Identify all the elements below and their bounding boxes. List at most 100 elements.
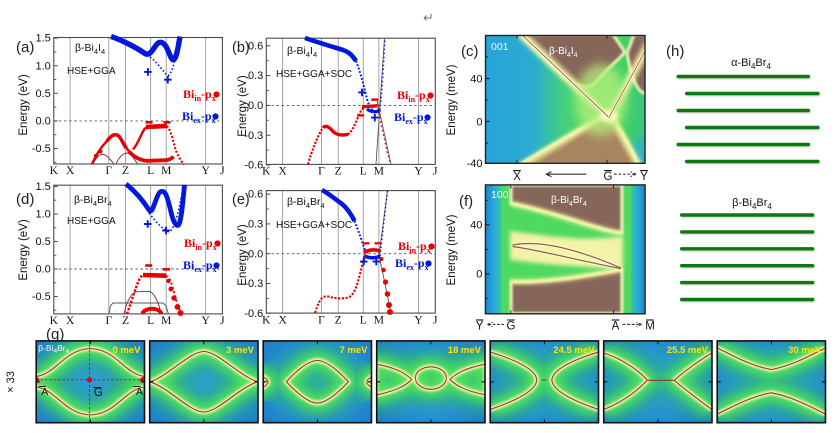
svg-text:30 meV: 30 meV xyxy=(788,345,822,356)
svg-text:L: L xyxy=(360,314,367,326)
svg-text:0.5: 0.5 xyxy=(36,88,51,100)
svg-text:HSE+GGA: HSE+GGA xyxy=(67,216,116,227)
svg-text:Energy (meV): Energy (meV) xyxy=(446,214,458,285)
svg-text:β-Bi4Br4: β-Bi4Br4 xyxy=(732,197,772,211)
svg-text:Y: Y xyxy=(201,315,210,327)
svg-text:Biex-px: Biex-px xyxy=(395,256,429,272)
svg-text:β-Bi4Br4: β-Bi4Br4 xyxy=(38,343,69,355)
svg-text:Y: Y xyxy=(414,314,423,326)
svg-text:0 meV: 0 meV xyxy=(113,345,142,356)
svg-text:M: M xyxy=(161,165,171,177)
svg-text:J: J xyxy=(433,314,438,326)
svg-text:0.0: 0.0 xyxy=(36,264,51,276)
svg-text:α-Bi4Br4: α-Bi4Br4 xyxy=(731,57,771,71)
svg-text:Γ: Γ xyxy=(318,166,325,178)
svg-text:K: K xyxy=(262,314,271,326)
svg-text:Γ: Γ xyxy=(105,315,112,327)
svg-text:(h): (h) xyxy=(666,43,684,60)
svg-text:(e): (e) xyxy=(232,192,250,208)
svg-text:Biin-px: Biin-px xyxy=(397,88,430,104)
svg-text:-0.6: -0.6 xyxy=(244,308,263,320)
svg-text:HSE+GGA+SOC: HSE+GGA+SOC xyxy=(276,220,352,231)
svg-text:Energy (meV): Energy (meV) xyxy=(446,64,458,135)
svg-text:Y: Y xyxy=(201,165,210,177)
svg-text:X: X xyxy=(66,165,75,177)
svg-text:24.5 meV: 24.5 meV xyxy=(553,345,595,356)
svg-text:Biin-px: Biin-px xyxy=(183,87,216,103)
svg-text:G: G xyxy=(604,171,613,183)
svg-text:Energy (eV): Energy (eV) xyxy=(237,224,249,286)
svg-text:HSE+GGA+SOC: HSE+GGA+SOC xyxy=(276,69,352,80)
svg-text:Biin-px: Biin-px xyxy=(398,239,431,255)
svg-text:A: A xyxy=(41,386,48,398)
svg-text:0.0: 0.0 xyxy=(248,248,263,260)
svg-text:0.6: 0.6 xyxy=(248,40,263,52)
svg-text:0.0: 0.0 xyxy=(36,116,51,128)
svg-text:1.0: 1.0 xyxy=(36,209,51,221)
svg-text:(a): (a) xyxy=(16,39,34,56)
svg-text:J: J xyxy=(220,315,225,327)
svg-text:X: X xyxy=(278,314,287,326)
svg-text:β-Bi4Br4: β-Bi4Br4 xyxy=(287,196,325,210)
svg-text:β-Bi4I4: β-Bi4I4 xyxy=(75,42,105,56)
svg-text:G: G xyxy=(94,387,103,399)
svg-text:Z: Z xyxy=(122,165,129,177)
svg-text:0.3: 0.3 xyxy=(248,70,263,82)
svg-text:-0.6: -0.6 xyxy=(244,160,263,172)
svg-text:001: 001 xyxy=(491,41,509,53)
svg-text:Γ: Γ xyxy=(318,314,325,326)
svg-text:100: 100 xyxy=(491,189,509,201)
svg-text:X: X xyxy=(278,166,287,178)
svg-text:3 meV: 3 meV xyxy=(226,345,255,356)
svg-text:Z: Z xyxy=(335,166,342,178)
svg-text:-40: -40 xyxy=(467,158,483,170)
svg-text:A: A xyxy=(136,386,143,398)
svg-text:Biin-px: Biin-px xyxy=(184,236,217,252)
svg-text:0.0: 0.0 xyxy=(248,100,263,112)
svg-text:HSE+GGA: HSE+GGA xyxy=(67,66,116,77)
svg-text:(c): (c) xyxy=(461,43,479,60)
svg-text:M: M xyxy=(161,315,171,327)
svg-text:1.5: 1.5 xyxy=(36,33,51,45)
svg-text:K: K xyxy=(50,315,59,327)
svg-text:J: J xyxy=(433,166,438,178)
svg-text:0.5: 0.5 xyxy=(36,236,51,248)
svg-text:M: M xyxy=(374,166,384,178)
svg-text:0: 0 xyxy=(476,269,482,281)
svg-text:Z: Z xyxy=(122,315,129,327)
svg-text:K: K xyxy=(262,166,271,178)
svg-text:1.5: 1.5 xyxy=(36,181,51,193)
svg-text:J: J xyxy=(220,165,225,177)
svg-text:40: 40 xyxy=(470,73,482,85)
svg-text:β-Bi4Br4: β-Bi4Br4 xyxy=(551,195,587,208)
svg-text:G: G xyxy=(507,320,516,332)
svg-text:X: X xyxy=(513,171,521,183)
svg-text:L: L xyxy=(147,165,154,177)
svg-text:40: 40 xyxy=(470,220,482,232)
svg-text:Biex-px: Biex-px xyxy=(183,258,217,274)
svg-text:1.0: 1.0 xyxy=(36,60,51,72)
svg-text:Y: Y xyxy=(414,166,423,178)
svg-text:↵: ↵ xyxy=(423,10,434,25)
svg-text:× 33: × 33 xyxy=(5,371,17,393)
svg-text:0.6: 0.6 xyxy=(248,189,263,201)
svg-text:25.5 meV: 25.5 meV xyxy=(667,345,709,356)
svg-text:M: M xyxy=(645,320,655,332)
svg-text:-0.5: -0.5 xyxy=(32,291,51,303)
svg-text:β-Bi4Br4: β-Bi4Br4 xyxy=(74,194,112,208)
svg-text:A: A xyxy=(612,320,620,332)
svg-text:7 meV: 7 meV xyxy=(340,345,369,356)
svg-text:Biex-px: Biex-px xyxy=(182,109,216,125)
svg-text:0: 0 xyxy=(476,116,482,128)
svg-text:β-Bi4I4: β-Bi4I4 xyxy=(549,46,578,59)
svg-text:-0.3: -0.3 xyxy=(244,278,263,290)
svg-text:L: L xyxy=(360,166,367,178)
svg-text:K: K xyxy=(50,165,59,177)
svg-text:Energy (eV): Energy (eV) xyxy=(18,219,30,281)
svg-text:(f): (f) xyxy=(459,193,473,210)
svg-text:Y: Y xyxy=(640,171,648,183)
svg-text:Energy (eV): Energy (eV) xyxy=(18,74,30,136)
svg-text:Energy (eV): Energy (eV) xyxy=(237,75,249,137)
svg-text:Biex-px: Biex-px xyxy=(394,110,428,126)
svg-text:X: X xyxy=(66,315,75,327)
